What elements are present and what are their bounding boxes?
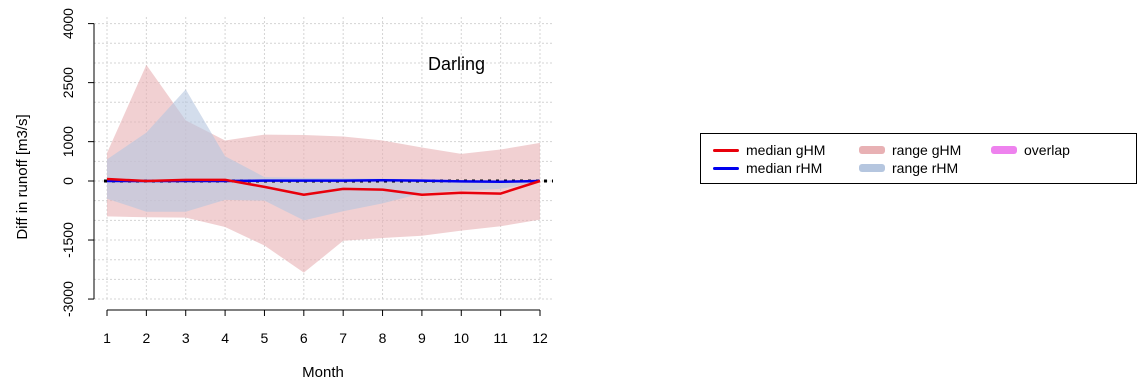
x-tick-label: 8	[379, 330, 387, 346]
legend-item-range-rhm: range rHM	[859, 160, 958, 176]
x-tick-label: 4	[221, 330, 229, 346]
x-tick-label: 12	[532, 330, 548, 346]
y-tick-label: 1000	[60, 126, 76, 157]
legend-label: median rHM	[746, 160, 823, 176]
legend-label: overlap	[1024, 142, 1070, 158]
chart-legend: median gHM median rHM range gHM range rH…	[700, 133, 1137, 184]
range-bands	[107, 64, 540, 273]
y-tick-label: 2500	[60, 67, 76, 98]
legend-swatch	[859, 164, 885, 172]
median-lines	[106, 177, 541, 197]
legend-swatch	[713, 166, 739, 170]
legend-item-median-rhm: median rHM	[713, 160, 822, 176]
legend-item-median-ghm: median gHM	[713, 142, 825, 158]
basin-annotation: Darling	[428, 54, 485, 74]
x-tick-label: 5	[261, 330, 269, 346]
x-tick-label: 3	[182, 330, 190, 346]
x-tick-label: 9	[418, 330, 426, 346]
legend-swatch	[713, 148, 739, 152]
legend-label: range rHM	[892, 160, 959, 176]
legend-swatch	[991, 146, 1017, 154]
legend-label: median gHM	[746, 142, 826, 158]
y-tick-label: 0	[60, 177, 76, 185]
legend-item-overlap: overlap	[991, 142, 1070, 158]
x-tick-label: 11	[493, 330, 508, 346]
x-axis-label: Month	[302, 364, 344, 381]
line-median-ghm	[106, 177, 541, 197]
x-tick-label: 2	[142, 330, 150, 346]
legend-item-range-ghm: range gHM	[859, 142, 961, 158]
x-tick-label: 10	[453, 330, 469, 346]
y-tick-label: 4000	[60, 8, 76, 39]
y-axis-label: Diff in runoff [m3/s]	[14, 114, 31, 239]
y-tick-label: -1500	[60, 222, 76, 258]
x-tick-label: 1	[103, 330, 111, 346]
axes	[88, 23, 541, 316]
x-tick-label: 6	[300, 330, 308, 346]
legend-swatch	[859, 146, 885, 154]
legend-label: range gHM	[892, 142, 962, 158]
x-tick-label: 7	[339, 330, 347, 346]
y-tick-label: -3000	[60, 281, 76, 317]
band-range-ghm	[107, 64, 540, 273]
band-range-rhm	[107, 89, 540, 221]
